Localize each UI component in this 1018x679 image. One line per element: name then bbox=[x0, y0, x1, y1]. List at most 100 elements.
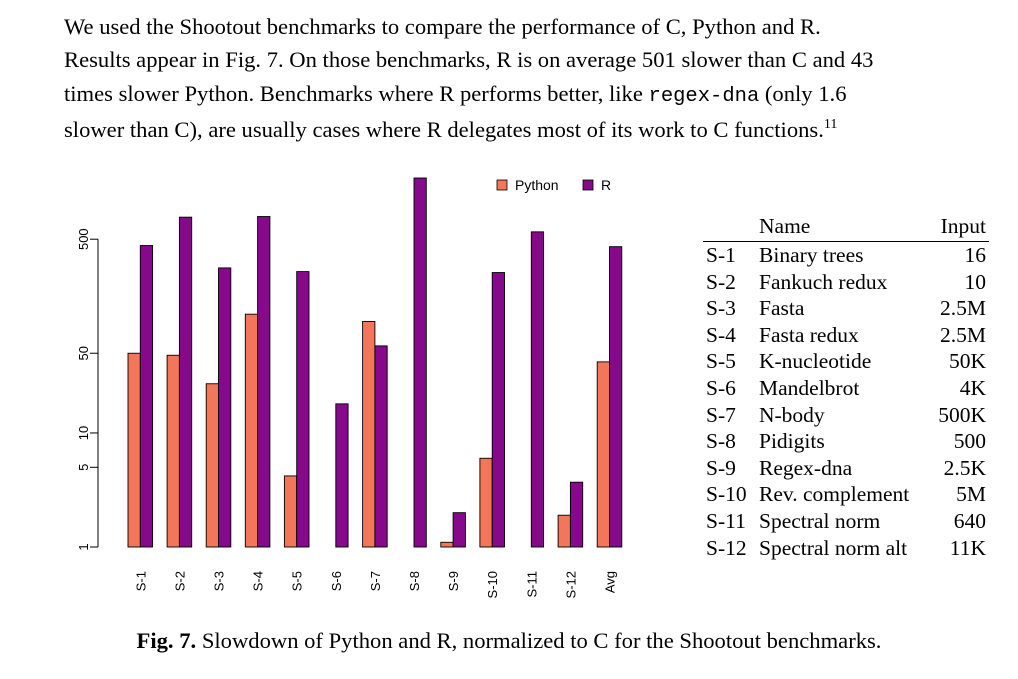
row-id: S-7 bbox=[706, 402, 736, 427]
row-name: Binary trees bbox=[759, 243, 864, 267]
row-name: K-nucleotide bbox=[759, 349, 872, 374]
row-name: Fankuch redux bbox=[759, 269, 888, 294]
table-row: S-1 Binary trees 16 bbox=[703, 242, 989, 269]
row-name: Fasta bbox=[759, 296, 805, 321]
x-tick-label: S-11 bbox=[524, 571, 539, 598]
row-id: S-10 bbox=[706, 482, 747, 507]
table-body: S-1 Binary trees 16 S-2 Fankuch redux 10 S-3 Fa… bbox=[703, 242, 989, 561]
row-id: S-12 bbox=[706, 535, 747, 560]
bar-r bbox=[257, 216, 271, 548]
row-input: 4K bbox=[959, 375, 986, 400]
x-tick-label: S-1 bbox=[133, 571, 148, 591]
row-input: 2.5K bbox=[943, 455, 986, 480]
table-row: S-12 Spectral norm alt 11K bbox=[703, 535, 989, 562]
table-row: S-4 Fasta redux 2.5M bbox=[703, 322, 989, 349]
row-input: 2.5M bbox=[940, 322, 986, 347]
bar-r bbox=[374, 345, 388, 548]
paragraph-line-4-text: slower than C), are usually cases where … bbox=[64, 116, 824, 142]
bar-chart: S-1 S-2 S-3 S-4 S-5 S-6 S-7 S-8 S-9 S-10 S-11 S-12 A… bbox=[76, 177, 623, 598]
row-id: S-5 bbox=[706, 349, 736, 374]
x-tick-label: S-5 bbox=[290, 571, 305, 591]
x-tick-label: S-7 bbox=[368, 571, 383, 591]
legend-label-r: R bbox=[601, 177, 611, 193]
row-input: 50K bbox=[948, 349, 986, 374]
bar-r bbox=[296, 271, 310, 548]
bar-r bbox=[609, 246, 623, 548]
row-name: Spectral norm alt bbox=[759, 535, 908, 560]
row-input: 11K bbox=[949, 535, 986, 560]
legend-swatch-python bbox=[496, 179, 508, 191]
row-id: S-1 bbox=[706, 243, 736, 267]
x-tick-label: S-12 bbox=[563, 571, 578, 598]
bar-r bbox=[178, 216, 193, 548]
row-id: S-3 bbox=[706, 296, 736, 321]
table-row: S-11 Spectral norm 640 bbox=[703, 508, 989, 535]
bar-r bbox=[569, 481, 584, 548]
row-input: 16 bbox=[964, 243, 987, 267]
row-name: Mandelbrot bbox=[759, 375, 860, 400]
row-name: Pidigits bbox=[759, 429, 825, 454]
legend-label-python: Python bbox=[515, 177, 559, 193]
x-tick-label: S-10 bbox=[485, 571, 500, 598]
x-tick-label: S-9 bbox=[446, 571, 461, 591]
table-row: S-3 Fasta 2.5M bbox=[703, 295, 989, 322]
bar-r bbox=[452, 512, 466, 548]
row-input: 640 bbox=[953, 508, 986, 533]
bar-python bbox=[479, 457, 493, 548]
x-tick-label: S-3 bbox=[212, 571, 227, 591]
table-row: S-6 Mandelbrot 4K bbox=[703, 375, 989, 402]
paragraph-line-4: slower than C), are usually cases where … bbox=[64, 113, 994, 146]
bar-python bbox=[440, 541, 454, 548]
y-tick-label: 500 bbox=[76, 228, 91, 250]
row-name: Fasta redux bbox=[759, 322, 859, 347]
table-header: Name Input bbox=[703, 213, 989, 242]
caption-label: Fig. 7. bbox=[136, 628, 197, 653]
footnote-ref: 11 bbox=[823, 116, 838, 132]
bar-python bbox=[362, 320, 376, 548]
figure-caption: Fig. 7. Slowdown of Python and R, normal… bbox=[0, 628, 1018, 654]
x-tick-label: S-8 bbox=[407, 571, 422, 591]
bar-r bbox=[413, 177, 427, 548]
table-row: S-7 N-body 500K bbox=[703, 402, 989, 429]
table-row: S-5 K-nucleotide 50K bbox=[703, 348, 989, 375]
y-tick-label: 1 bbox=[76, 543, 91, 550]
caption-text: Slowdown of Python and R, normalized to … bbox=[201, 628, 882, 653]
header-name: Name bbox=[759, 214, 811, 238]
row-id: S-2 bbox=[706, 269, 736, 294]
row-input: 2.5M bbox=[940, 296, 986, 321]
row-id: S-6 bbox=[706, 375, 736, 400]
code-regex-dna: regex-dna bbox=[648, 84, 760, 108]
table-row: S-2 Fankuch redux 10 bbox=[703, 269, 989, 296]
row-name: Rev. complement bbox=[759, 482, 910, 507]
bar-python bbox=[596, 361, 610, 548]
bar-r bbox=[530, 231, 545, 548]
bar-r bbox=[139, 245, 154, 548]
row-input: 5M bbox=[956, 482, 986, 507]
bar-python bbox=[557, 514, 571, 548]
legend-swatch-r bbox=[582, 179, 594, 191]
row-id: S-9 bbox=[706, 455, 736, 480]
table-row: S-9 Regex-dna 2.5K bbox=[703, 455, 989, 482]
paragraph-line-3-end: (only 1.6 bbox=[764, 80, 847, 106]
x-tick-label: S-4 bbox=[251, 571, 266, 591]
x-tick-label: S-6 bbox=[329, 571, 344, 591]
benchmark-table: Name Input S-1 Binary trees 16 S-2 Fankuch r… bbox=[703, 213, 989, 561]
x-tick-label: Avg bbox=[603, 571, 618, 593]
y-tick-label: 50 bbox=[76, 346, 91, 360]
body-paragraph: We used the Shootout benchmarks to compa… bbox=[64, 10, 994, 146]
row-name: Regex-dna bbox=[759, 455, 853, 480]
table-row: S-10 Rev. complement 5M bbox=[703, 481, 989, 508]
row-id: S-8 bbox=[706, 429, 736, 454]
table-row: S-8 Pidigits 500 bbox=[703, 428, 989, 455]
paragraph-line-3: times slower Python. Benchmarks where R … bbox=[64, 77, 994, 113]
bar-python bbox=[283, 475, 298, 548]
y-tick-label: 10 bbox=[76, 426, 91, 440]
row-id: S-11 bbox=[706, 508, 746, 533]
x-tick-label: S-2 bbox=[172, 571, 187, 591]
bar-python bbox=[127, 352, 141, 548]
paragraph-line-2: Results appear in Fig. 7. On those bench… bbox=[64, 47, 874, 73]
bar-python bbox=[205, 383, 219, 548]
paragraph-line-3-text: times slower Python. Benchmarks where R … bbox=[64, 80, 643, 106]
row-input: 500 bbox=[953, 429, 986, 454]
bar-python bbox=[166, 354, 180, 548]
